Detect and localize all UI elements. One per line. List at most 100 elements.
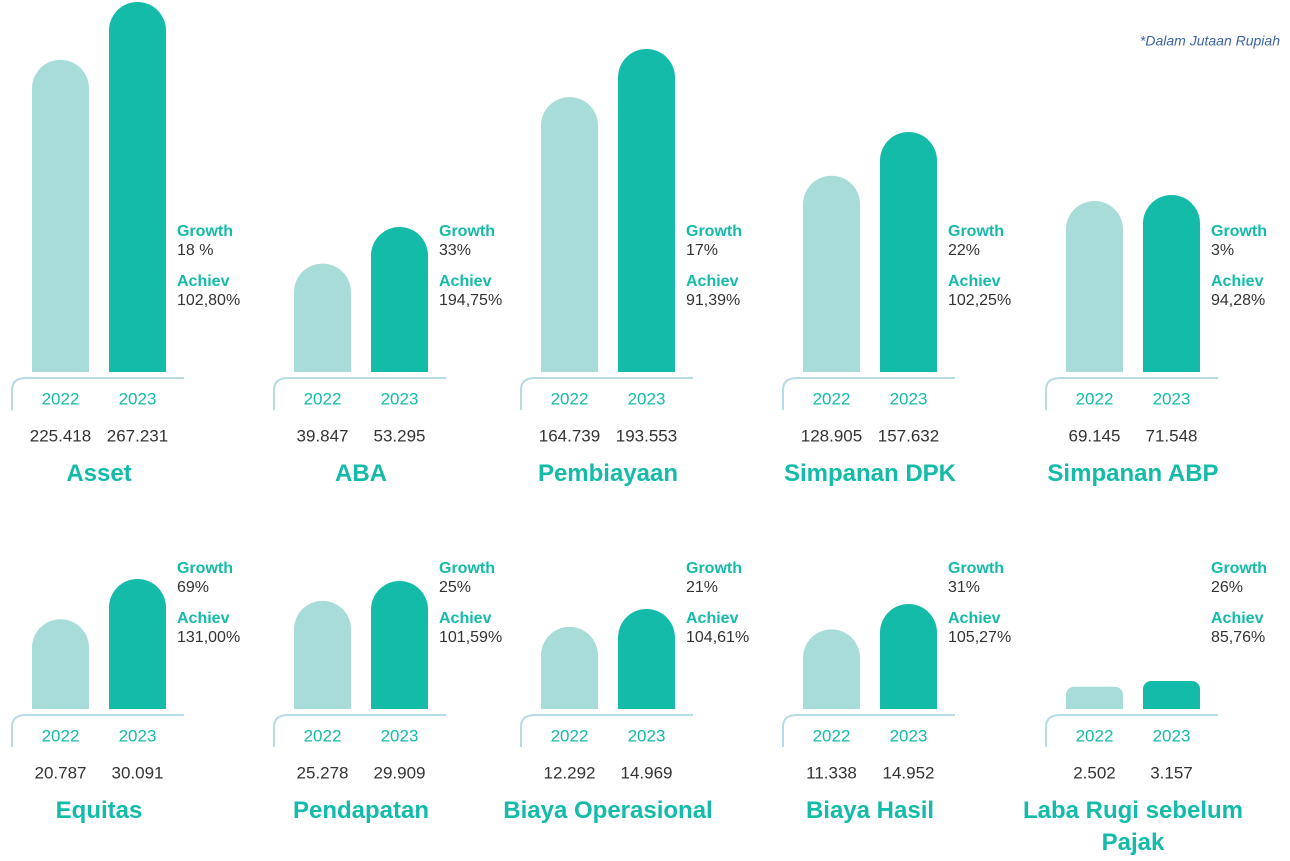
annotation-value: 94,28% [1211, 292, 1265, 309]
year-label: 2022 [42, 726, 80, 745]
annotation-value: 25% [439, 579, 471, 596]
value-label: 71.548 [1146, 426, 1198, 445]
annotation-value: 31% [948, 579, 980, 596]
bar [32, 619, 89, 709]
chart-title: Simpanan ABP [1047, 460, 1219, 487]
axis-bracket [1045, 714, 1218, 747]
bar [32, 59, 89, 373]
annotation-value: 91,39% [686, 292, 740, 309]
bar [803, 629, 860, 709]
annotation-label: Achiev [1211, 610, 1264, 627]
bar [109, 2, 166, 372]
axis-bracket [520, 714, 693, 747]
annotation-value: 17% [686, 242, 718, 259]
annotation-value: 131,00% [177, 629, 240, 646]
annotation-value: 104,61% [686, 629, 749, 646]
year-label: 2022 [551, 389, 589, 408]
value-label: 25.278 [297, 763, 349, 782]
annotation-value: 105,27% [948, 629, 1011, 646]
year-label: 2023 [628, 389, 666, 408]
chart-title: Biaya Hasil [805, 797, 935, 824]
bar [371, 227, 428, 372]
value-label: 11.338 [806, 763, 857, 782]
annotation-label: Achiev [177, 610, 230, 627]
axis-bracket [1045, 377, 1218, 410]
year-label: 2023 [119, 726, 157, 745]
year-label: 2023 [381, 726, 419, 745]
annotation-label: Growth [686, 560, 742, 577]
bar [109, 579, 166, 709]
annotation-label: Growth [1211, 223, 1267, 240]
value-label: 69.145 [1069, 426, 1121, 445]
year-label: 2022 [42, 389, 80, 408]
value-label: 3.157 [1150, 763, 1193, 782]
annotation-value: 22% [948, 242, 980, 259]
axis-bracket [11, 714, 184, 747]
bar [880, 604, 937, 709]
year-label: 2023 [119, 389, 157, 408]
annotation-label: Achiev [439, 273, 492, 290]
annotation-label: Growth [1211, 560, 1267, 577]
value-label: 39.847 [297, 426, 349, 445]
value-label: 12.292 [544, 763, 596, 782]
axis-bracket [520, 377, 693, 410]
year-label: 2022 [1076, 389, 1114, 408]
year-label: 2023 [890, 726, 928, 745]
year-label: 2022 [304, 726, 342, 745]
chart-title: Pendapatan [292, 797, 430, 824]
axis-bracket [11, 377, 184, 410]
annotation-value: 194,75% [439, 292, 502, 309]
annotation-label: Growth [177, 560, 233, 577]
value-label: 267.231 [107, 426, 168, 445]
annotation-label: Growth [948, 560, 1004, 577]
chart-title: Laba Rugi sebelum Pajak [1022, 797, 1244, 856]
bar [618, 609, 675, 709]
value-label: 193.553 [616, 426, 677, 445]
annotation-value: 102,80% [177, 292, 240, 309]
annotation-label: Growth [177, 223, 233, 240]
annotation-label: Achiev [686, 610, 739, 627]
year-label: 2023 [381, 389, 419, 408]
bar [803, 175, 860, 372]
bar [618, 49, 675, 372]
value-label: 128.905 [801, 426, 862, 445]
bar [294, 263, 351, 372]
annotation-value: 21% [686, 579, 718, 596]
value-label: 14.969 [621, 763, 673, 782]
bar [1066, 200, 1123, 372]
bar [541, 626, 598, 709]
chart-title: Simpanan DPK [783, 460, 957, 487]
annotation-value: 69% [177, 579, 209, 596]
value-label: 29.909 [374, 763, 426, 782]
bar [1143, 681, 1200, 709]
value-label: 225.418 [30, 426, 91, 445]
annotation-label: Achiev [177, 273, 230, 290]
bar [541, 97, 598, 372]
annotation-label: Growth [439, 223, 495, 240]
chart-title: Equitas [55, 797, 143, 824]
year-label: 2022 [813, 726, 851, 745]
annotation-value: 85,76% [1211, 629, 1265, 646]
value-label: 157.632 [878, 426, 939, 445]
value-label: 53.295 [374, 426, 426, 445]
bar [371, 581, 428, 709]
value-label: 164.739 [539, 426, 600, 445]
annotation-label: Growth [686, 223, 742, 240]
value-label: 2.502 [1073, 763, 1116, 782]
chart-title: Asset [66, 460, 132, 487]
year-label: 2022 [551, 726, 589, 745]
bar [294, 600, 351, 709]
chart-title: Pembiayaan [537, 460, 679, 487]
bar [1066, 686, 1123, 709]
axis-bracket [273, 377, 446, 410]
year-label: 2023 [1153, 389, 1191, 408]
bar [1143, 195, 1200, 372]
annotation-value: 18 % [177, 242, 213, 259]
annotation-label: Growth [948, 223, 1004, 240]
value-label: 20.787 [35, 763, 87, 782]
year-label: 2022 [813, 389, 851, 408]
year-label: 2023 [628, 726, 666, 745]
annotation-value: 101,59% [439, 629, 502, 646]
annotation-value: 26% [1211, 579, 1243, 596]
